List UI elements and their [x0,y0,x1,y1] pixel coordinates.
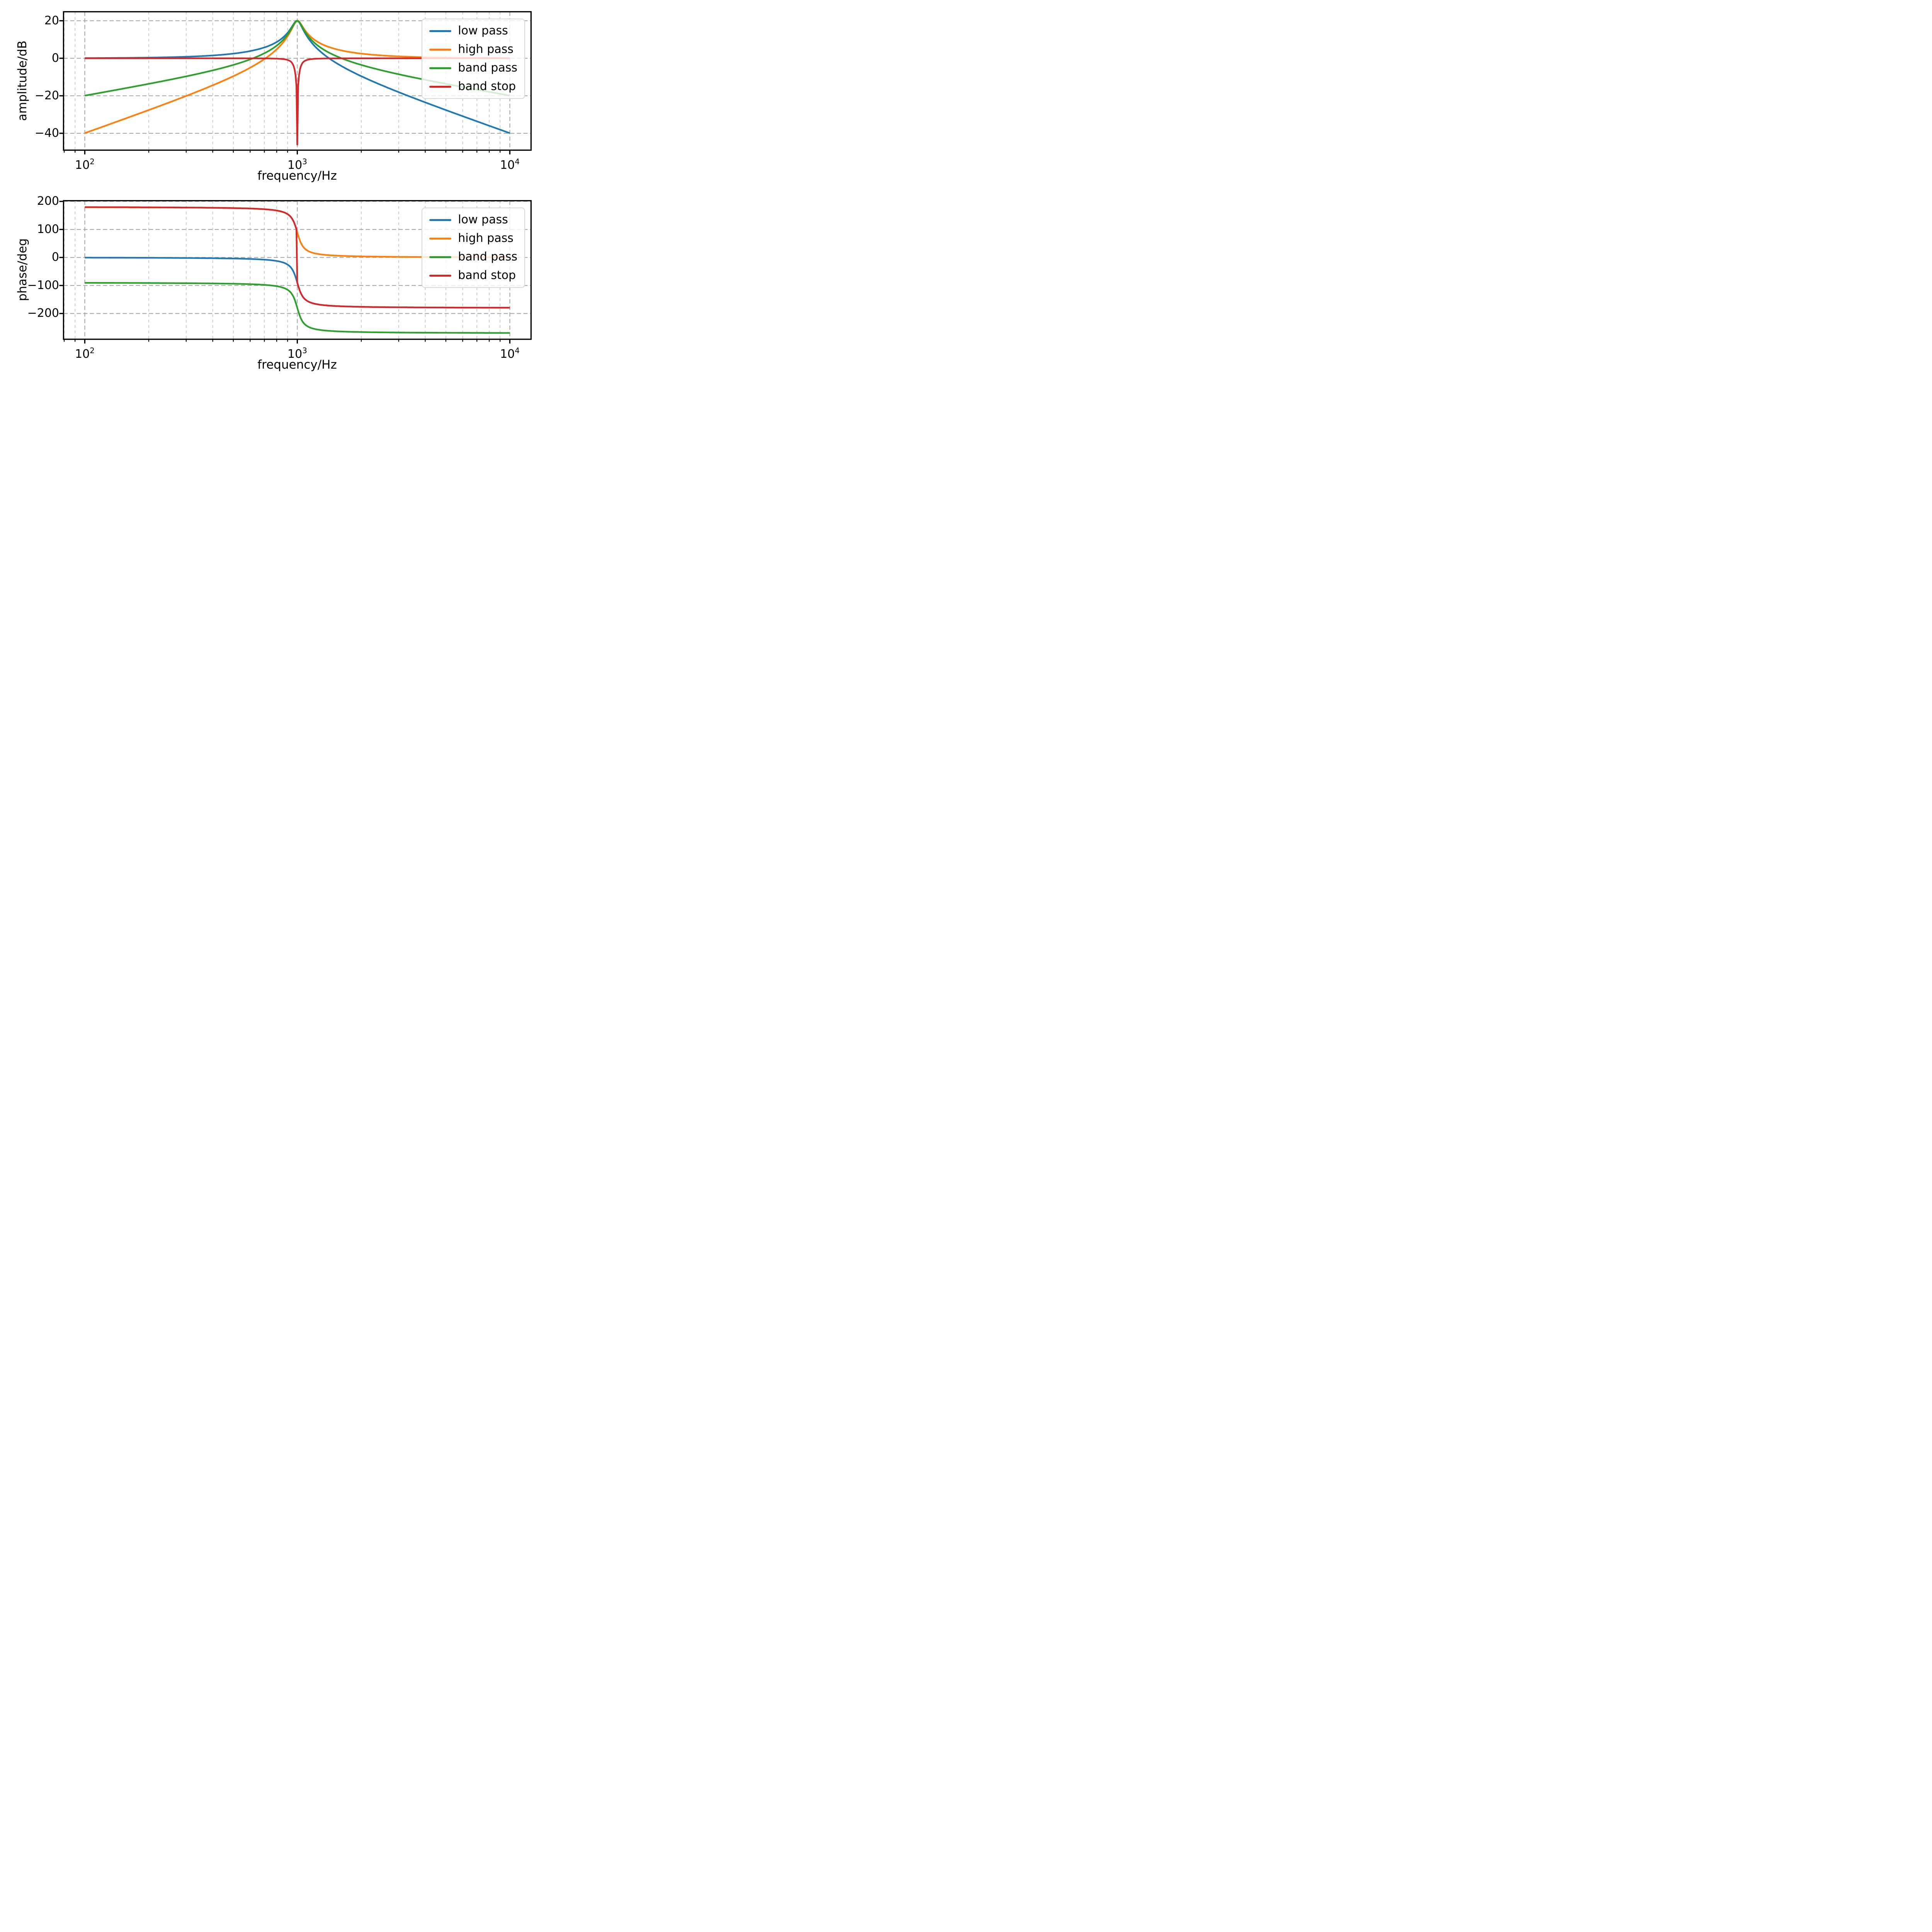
amplitude-y-tick-label: 0 [51,51,59,65]
phase-y-tick-label: 200 [37,194,59,208]
legend-label: band stop [458,80,516,93]
phase-band-pass-curve [85,282,510,334]
legend-item-high-pass: high pass [429,230,517,247]
amplitude-x-axis-label: frequency/Hz [257,169,337,183]
legend-line-swatch [429,48,452,51]
legend-label: low pass [458,213,508,226]
legend-line-swatch [429,237,452,240]
phase-y-tick-label: −200 [27,306,59,320]
amplitude-axes-spine [63,11,532,151]
legend-label: band pass [458,250,517,264]
legend-line-swatch [429,274,452,277]
phase-axes-spine [63,200,532,340]
amplitude-y-tick-label: 20 [44,14,59,27]
legend-item-low-pass: low pass [429,22,517,39]
phase-band-stop-curve [85,206,510,309]
legend-item-band-stop: band stop [429,267,517,284]
legend-label: high pass [458,231,514,245]
figure: amplitude/dB frequency/Hz low pass high p… [0,0,541,386]
legend-label: high pass [458,43,514,56]
phase-y-tick-label: 100 [37,222,59,236]
legend-line-swatch [429,85,452,88]
exponent: 4 [515,346,520,355]
exponent: 2 [90,157,95,166]
amplitude-x-tick-label: 104 [500,157,520,172]
phase-legend: low pass high pass band pass band stop [422,207,525,288]
amplitude-legend: low pass high pass band pass band stop [422,19,525,99]
legend-item-band-stop: band stop [429,78,517,95]
phase-y-tick-label: −100 [27,278,59,292]
legend-line-swatch [429,219,452,221]
phase-x-axis-label: frequency/Hz [257,358,337,372]
legend-item-low-pass: low pass [429,211,517,228]
legend-label: band pass [458,61,517,75]
exponent: 3 [302,157,307,166]
legend-line-swatch [429,256,452,258]
amplitude-x-tick-label: 102 [75,157,95,172]
exponent: 2 [90,346,95,355]
legend-item-band-pass: band pass [429,248,517,265]
legend-label: low pass [458,24,508,37]
legend-line-swatch [429,67,452,69]
phase-y-tick-label: 0 [51,250,59,264]
legend-item-high-pass: high pass [429,41,517,58]
amplitude-y-tick-label: −40 [34,126,59,140]
phase-x-tick-label: 102 [75,346,95,361]
legend-line-swatch [429,30,452,32]
legend-label: band stop [458,269,516,282]
phase-x-tick-label: 103 [287,346,307,361]
amplitude-y-tick-label: −20 [34,88,59,102]
phase-y-axis-label: phase/deg [15,238,29,301]
exponent: 3 [302,346,307,355]
phase-x-tick-label: 104 [500,346,520,361]
legend-item-band-pass: band pass [429,60,517,77]
amplitude-x-tick-label: 103 [287,157,307,172]
exponent: 4 [515,157,520,166]
plot-canvas [59,11,532,344]
